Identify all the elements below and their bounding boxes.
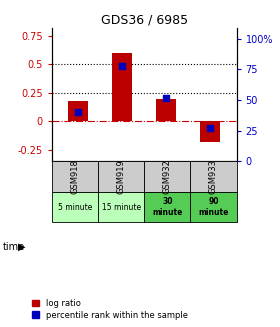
Point — [76, 110, 80, 115]
Bar — [144, 161, 190, 192]
Text: 5 minute: 5 minute — [58, 203, 92, 212]
Bar — [52, 161, 98, 192]
Point — [208, 126, 213, 131]
Bar — [98, 192, 144, 222]
Bar — [144, 192, 190, 222]
Title: GDS36 / 6985: GDS36 / 6985 — [101, 14, 188, 26]
Point — [164, 95, 169, 100]
Text: GSM932: GSM932 — [163, 159, 172, 194]
Bar — [156, 98, 176, 121]
Legend: log ratio, percentile rank within the sample: log ratio, percentile rank within the sa… — [32, 299, 188, 319]
Text: GSM918: GSM918 — [70, 159, 80, 194]
Text: time: time — [3, 242, 25, 252]
Bar — [190, 192, 237, 222]
Text: GSM919: GSM919 — [116, 159, 126, 194]
Point — [120, 63, 124, 68]
Bar — [68, 101, 88, 121]
Bar — [52, 192, 98, 222]
Bar — [200, 121, 220, 142]
Bar — [112, 53, 132, 121]
Text: 90
minute: 90 minute — [198, 198, 229, 217]
Text: 30
minute: 30 minute — [152, 198, 183, 217]
Bar — [98, 161, 144, 192]
Text: ▶: ▶ — [18, 242, 26, 252]
Text: 15 minute: 15 minute — [102, 203, 141, 212]
Text: GSM933: GSM933 — [209, 159, 218, 194]
Bar — [190, 161, 237, 192]
